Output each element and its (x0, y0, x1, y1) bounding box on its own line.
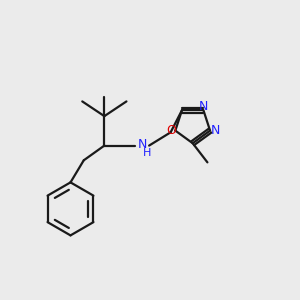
Text: H: H (143, 148, 151, 158)
Text: N: N (138, 138, 147, 151)
Text: O: O (166, 124, 176, 137)
Text: N: N (211, 124, 220, 137)
Text: N: N (199, 100, 208, 113)
